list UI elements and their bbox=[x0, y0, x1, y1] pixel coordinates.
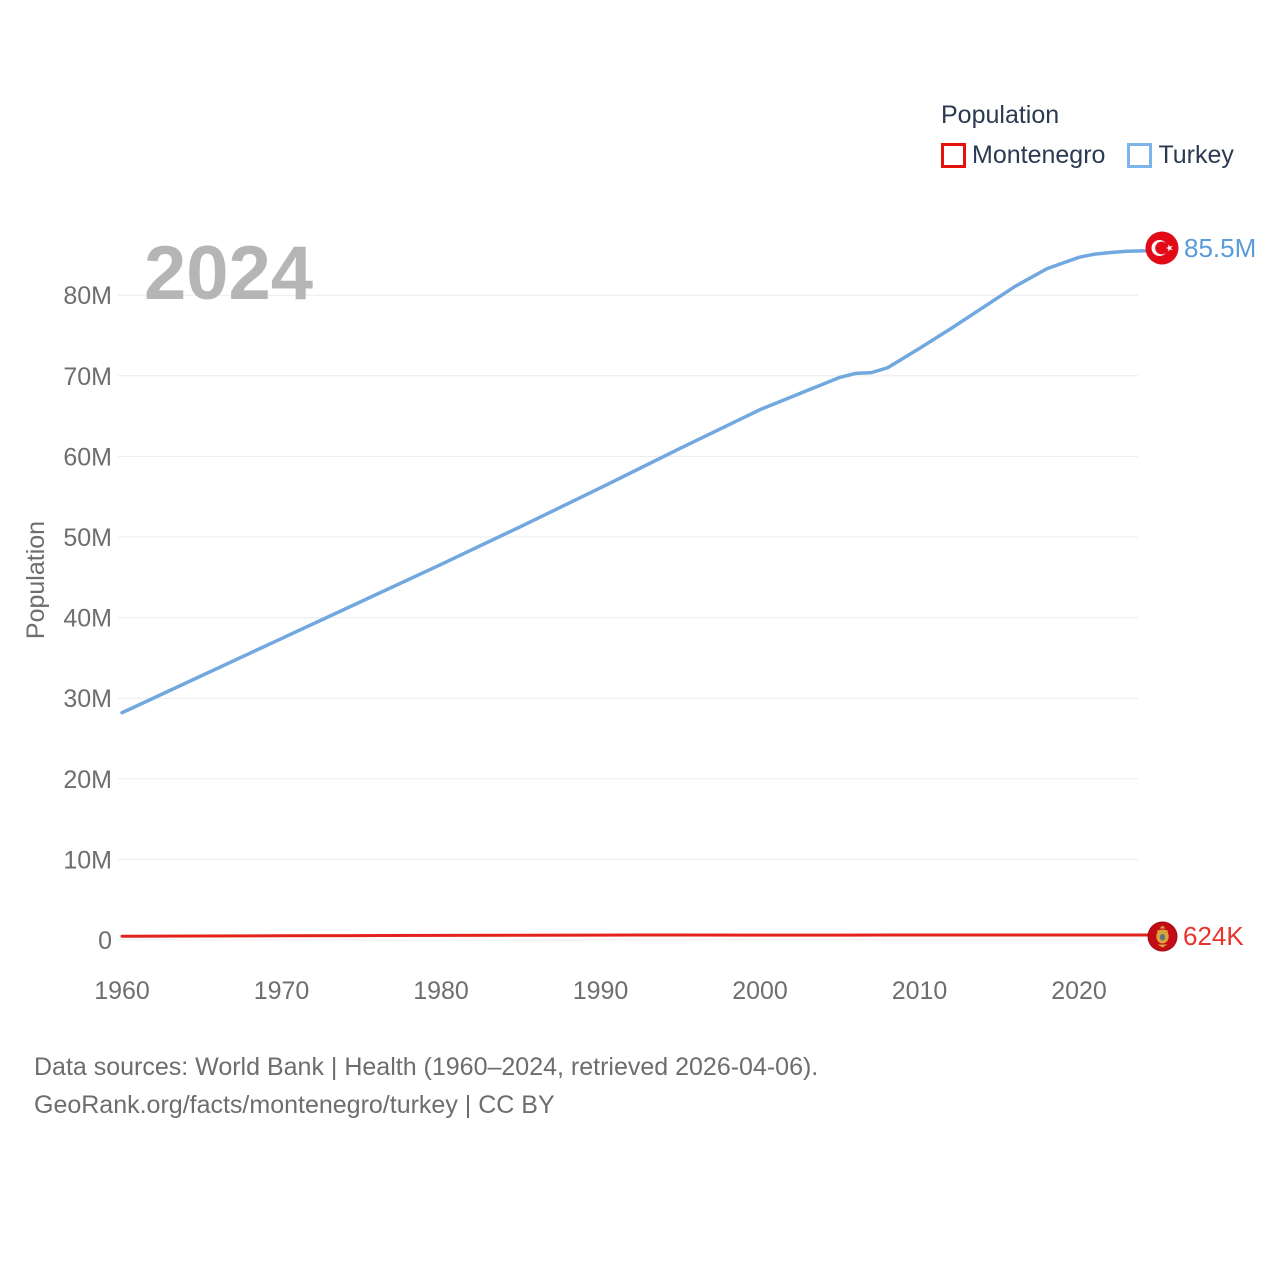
y-tick-label: 40M bbox=[63, 605, 112, 633]
y-tick-label: 50M bbox=[63, 524, 112, 552]
legend-item-montenegro[interactable]: Montenegro bbox=[941, 141, 1105, 170]
legend-row: Montenegro Turkey bbox=[941, 141, 1234, 170]
turkey-series-swatch[interactable] bbox=[1127, 143, 1153, 168]
x-tick-label: 1990 bbox=[573, 977, 629, 1005]
montenegro-series-line bbox=[120, 933, 1154, 938]
y-axis-label: Population bbox=[22, 521, 50, 639]
montenegro-series-swatch[interactable] bbox=[941, 143, 966, 168]
montenegro-end-marker: 624K bbox=[1147, 921, 1244, 952]
legend: Population Montenegro Turkey bbox=[941, 101, 1234, 170]
year-watermark: 2024 bbox=[144, 231, 313, 316]
turkey-flag-icon bbox=[1145, 231, 1179, 265]
turkey-series-line bbox=[120, 249, 1154, 715]
y-tick-label: 80M bbox=[63, 282, 112, 310]
legend-item-turkey[interactable]: Turkey bbox=[1127, 141, 1234, 170]
x-tick-label: 1980 bbox=[413, 977, 469, 1005]
x-tick-label: 2010 bbox=[892, 977, 948, 1005]
y-tick-label: 60M bbox=[63, 443, 112, 471]
montenegro-flag-icon bbox=[1147, 921, 1178, 952]
footer: Data sources: World Bank | Health (1960–… bbox=[34, 1048, 818, 1124]
y-tick-label: 30M bbox=[63, 685, 112, 713]
x-tick-label: 1960 bbox=[94, 977, 150, 1005]
footer-data-sources: Data sources: World Bank | Health (1960–… bbox=[34, 1053, 819, 1081]
legend-label-turkey: Turkey bbox=[1158, 141, 1234, 169]
y-tick-label: 70M bbox=[63, 363, 112, 391]
x-tick-label: 2020 bbox=[1051, 977, 1107, 1005]
legend-label-montenegro: Montenegro bbox=[972, 141, 1106, 169]
turkey-end-marker: 85.5M bbox=[1145, 231, 1256, 265]
y-tick-label: 20M bbox=[63, 766, 112, 794]
turkey-end-value: 85.5M bbox=[1184, 232, 1257, 263]
montenegro-end-value: 624K bbox=[1183, 921, 1244, 951]
x-tick-label: 2000 bbox=[732, 977, 788, 1005]
x-tick-label: 1970 bbox=[254, 977, 310, 1005]
legend-title: Population bbox=[941, 101, 1060, 129]
y-tick-label: 10M bbox=[63, 846, 112, 874]
y-tick-label: 0 bbox=[98, 927, 112, 955]
footer-attribution-link: GeoRank.org/facts/montenegro/turkey | CC… bbox=[34, 1091, 555, 1119]
